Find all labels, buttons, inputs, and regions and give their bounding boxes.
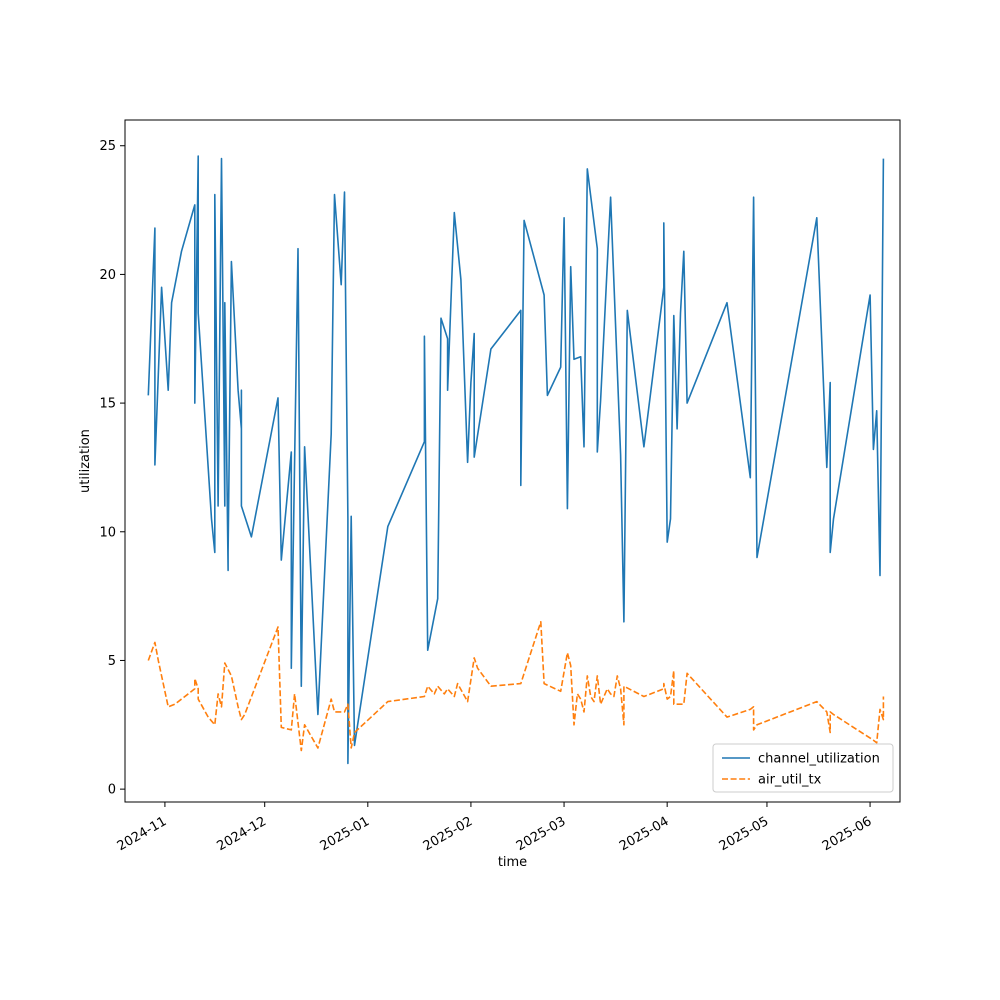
series-layer bbox=[147, 155, 885, 765]
y-axis-label: utilization bbox=[78, 429, 93, 493]
y-tick-label: 15 bbox=[99, 397, 116, 412]
legend-box bbox=[712, 743, 894, 793]
legend-label-channel-utilization: channel_utilization bbox=[758, 752, 880, 767]
legend: channel_utilization air_util_tx bbox=[712, 743, 894, 793]
series-line-channel-utilization bbox=[147, 155, 885, 765]
y-tick-label: 10 bbox=[99, 525, 116, 540]
y-tick-label: 25 bbox=[99, 139, 116, 154]
y-axis: 0 5 10 15 20 25 bbox=[99, 139, 125, 798]
series-line-air-util-tx bbox=[147, 620, 885, 752]
legend-label-air-util-tx: air_util_tx bbox=[758, 773, 822, 788]
y-tick-label: 20 bbox=[99, 268, 116, 283]
y-tick-label: 0 bbox=[108, 783, 116, 798]
x-axis-label: time bbox=[498, 855, 527, 870]
y-tick-label: 5 bbox=[108, 654, 116, 669]
plot-frame bbox=[124, 119, 901, 803]
